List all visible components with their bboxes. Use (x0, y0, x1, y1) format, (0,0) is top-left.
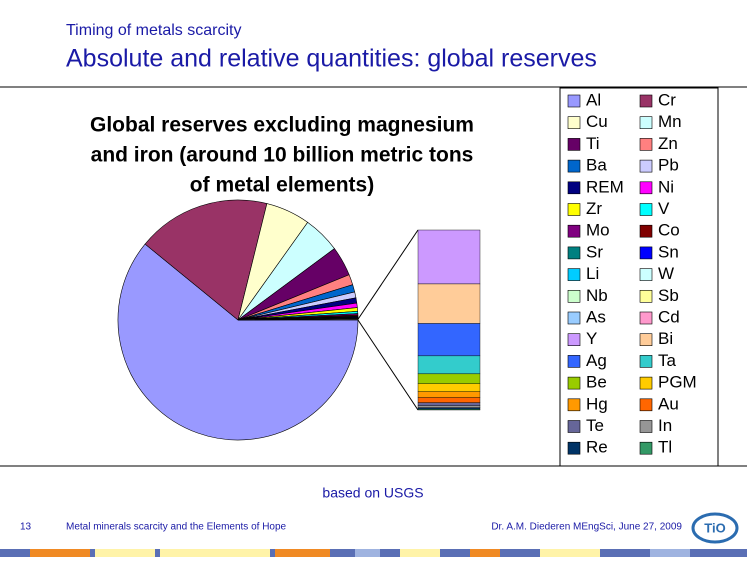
bar-segment (417, 391, 481, 398)
legend-label: Sr (586, 242, 603, 261)
pie-slice (144, 199, 268, 321)
bar-segment (417, 229, 481, 285)
legend-label: Be (586, 373, 607, 392)
connector (357, 229, 419, 320)
legend-label: W (658, 264, 674, 283)
legend-label: PGM (658, 373, 697, 392)
legend-label: REM (586, 177, 624, 196)
legend-label: Hg (586, 394, 608, 413)
bar-segment (417, 283, 481, 324)
legend-label: Zr (586, 199, 602, 218)
legend-swatch (567, 420, 581, 433)
legend-swatch (639, 376, 653, 390)
legend-label: Co (658, 221, 680, 240)
legend-label: Ta (658, 351, 677, 370)
legend-label: Sn (658, 242, 679, 261)
bar-segment (417, 373, 481, 384)
legend-swatch (567, 94, 581, 108)
legend-label: Cu (586, 112, 608, 131)
legend-swatch (567, 116, 581, 129)
logo: TiO (691, 512, 739, 544)
legend-label: Ag (586, 351, 607, 370)
kicker: Timing of metals scarcity (66, 22, 241, 39)
legend-label: Nb (586, 286, 608, 305)
page-number: 13 (20, 522, 32, 533)
legend-label: Pb (658, 156, 679, 175)
legend-swatch (639, 181, 653, 195)
bar-segment (417, 323, 481, 357)
bar-segment (417, 405, 481, 408)
legend-swatch (639, 311, 653, 325)
footer-right: Dr. A.M. Diederen MEngSci, June 27, 2009 (491, 522, 682, 533)
legend-label: Ba (586, 156, 607, 175)
legend-label: Bi (658, 329, 673, 348)
legend-swatch (639, 333, 653, 347)
source-note: based on USGS (322, 485, 423, 501)
chart-title: of metal elements) (190, 174, 374, 197)
legend-label: Ti (586, 134, 600, 153)
legend-swatch (639, 420, 653, 433)
legend-swatch (639, 355, 653, 368)
legend-swatch (567, 138, 581, 151)
legend-swatch (567, 333, 581, 347)
legend-swatch (567, 311, 581, 325)
bottom-strip (0, 549, 747, 557)
chart-title: and iron (around 10 billion metric tons (91, 144, 474, 167)
legend-swatch (567, 289, 581, 303)
legend-label: Mn (658, 112, 682, 131)
legend-label: Re (586, 438, 608, 457)
legend-swatch (639, 159, 653, 173)
legend-swatch (639, 203, 653, 216)
svg-text:TiO: TiO (704, 520, 725, 535)
legend-swatch (567, 181, 581, 195)
legend-swatch (639, 138, 653, 151)
legend-swatch (639, 441, 653, 455)
legend-swatch (567, 376, 581, 390)
bar-segment (417, 383, 481, 392)
legend-label: Mo (586, 221, 610, 240)
legend-swatch (567, 203, 581, 216)
legend-label: As (586, 307, 606, 326)
legend-box (559, 87, 719, 467)
legend-label: Y (586, 329, 597, 348)
legend-swatch (639, 398, 653, 412)
legend-label: Au (658, 394, 679, 413)
legend-swatch (639, 94, 653, 108)
legend-swatch (567, 159, 581, 173)
footer-left: Metal minerals scarcity and the Elements… (66, 522, 287, 533)
legend-label: Sb (658, 286, 679, 305)
legend-swatch (639, 268, 653, 281)
bar-segment (417, 408, 481, 411)
legend-label: In (658, 416, 672, 435)
connector (357, 319, 419, 411)
legend-swatch (567, 268, 581, 281)
legend-label: Cd (658, 307, 680, 326)
legend-swatch (639, 289, 653, 303)
bar-segment (417, 407, 481, 410)
legend-swatch (567, 398, 581, 412)
slide-title: Absolute and relative quantities: global… (66, 45, 597, 73)
legend-label: V (658, 199, 670, 218)
legend-label: Ni (658, 177, 674, 196)
legend-swatch (639, 116, 653, 129)
legend-swatch (567, 355, 581, 368)
legend-label: Te (586, 416, 604, 435)
legend-swatch (639, 246, 653, 260)
chart-title: Global reserves excluding magnesium (90, 114, 474, 137)
legend-label: Cr (658, 90, 676, 109)
bar-segment (417, 402, 481, 406)
legend-label: Zn (658, 134, 678, 153)
pie-slice (117, 243, 359, 441)
legend-label: Tl (658, 438, 672, 457)
bar-segment (417, 397, 481, 403)
legend-label: Li (586, 264, 599, 283)
legend-swatch (567, 224, 581, 238)
legend-label: Al (586, 90, 601, 109)
legend-swatch (639, 224, 653, 238)
bar-segment (417, 355, 481, 375)
legend-swatch (567, 441, 581, 455)
legend-swatch (567, 246, 581, 260)
